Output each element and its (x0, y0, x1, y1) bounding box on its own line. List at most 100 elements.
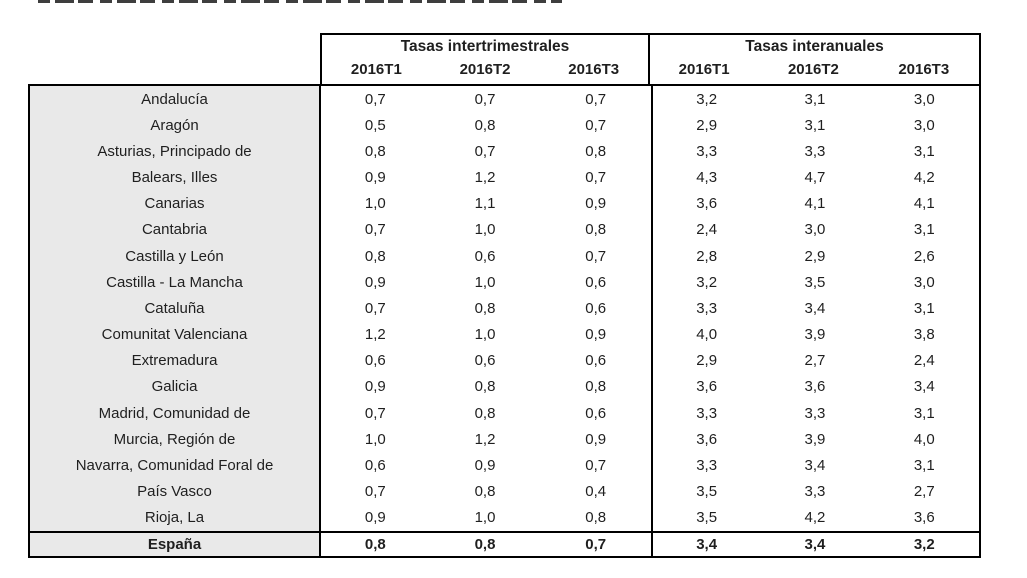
value-cell: 2,4 (650, 216, 760, 244)
value-cell: 4,0 (650, 321, 760, 348)
value-cell: 3,0 (913, 90, 935, 108)
value-cell: 4,3 (650, 164, 760, 191)
region-name-cell: Murcia, Región de (30, 426, 319, 453)
region-name-cell: País Vasco (30, 478, 319, 505)
quarter-header-row: 2016T1 2016T2 2016T3 2016T1 2016T2 2016T3 (322, 59, 979, 84)
value-cell: 0,6 (474, 247, 496, 265)
total-value-cell: 3,4 (804, 536, 826, 553)
value-cell: 3,2 (650, 269, 760, 296)
quarter-header-cell: 2016T3 (568, 60, 620, 78)
table-row: Extremadura 0,6 0,6 0,6 2,9 2,7 2,4 (30, 347, 979, 374)
total-region-name-cell: España (30, 533, 319, 556)
quarter-header-cell: 2016T1 (350, 60, 402, 78)
table-row: Castilla y León 0,8 0,6 0,7 2,8 2,9 2,6 (30, 243, 979, 270)
region-name-cell: Galicia (30, 373, 319, 401)
value-cell: 0,6 (319, 347, 430, 374)
value-cell: 0,6 (474, 352, 496, 370)
region-name-cell: Cataluña (30, 295, 319, 322)
value-cell: 3,3 (650, 138, 760, 165)
table-row: Comunitat Valenciana 1,2 1,0 0,9 4,0 3,9 3,8 (30, 321, 979, 348)
value-cell: 0,9 (319, 164, 430, 191)
table-row: Galicia 0,9 0,8 0,8 3,6 3,6 3,4 (30, 373, 979, 401)
table-row: País Vasco 0,7 0,8 0,4 3,5 3,3 2,7 (30, 478, 979, 505)
value-cell: 3,1 (804, 116, 826, 134)
group-header-row: Tasas intertrimestrales Tasas interanual… (322, 35, 979, 60)
table-header: Tasas intertrimestrales Tasas interanual… (320, 33, 981, 86)
group-header-tasas-interanuales: Tasas interanuales (648, 35, 979, 60)
value-cell: 0,7 (319, 478, 430, 505)
value-cell: 0,7 (319, 216, 430, 244)
value-cell: 3,1 (913, 221, 935, 239)
value-cell: 0,7 (585, 90, 607, 108)
value-cell: 3,5 (650, 504, 760, 531)
value-cell: 0,9 (319, 504, 430, 531)
value-cell: 0,9 (319, 373, 430, 401)
value-cell: 2,4 (913, 352, 935, 370)
value-cell: 0,5 (319, 112, 430, 139)
value-cell: 0,8 (585, 378, 607, 396)
value-cell: 0,8 (319, 138, 430, 165)
value-cell: 2,7 (913, 483, 935, 501)
value-cell: 3,8 (913, 326, 935, 344)
value-cell: 3,0 (804, 221, 826, 239)
table-row: Balears, Illes 0,9 1,2 0,7 4,3 4,7 4,2 (30, 164, 979, 191)
value-cell: 0,7 (585, 456, 607, 474)
value-cell: 3,4 (804, 456, 826, 474)
value-cell: 0,9 (474, 456, 496, 474)
table-row: Cataluña 0,7 0,8 0,6 3,3 3,4 3,1 (30, 295, 979, 322)
value-cell: 3,9 (804, 430, 826, 448)
value-cell: 0,9 (319, 269, 430, 296)
table-body: Andalucía 0,7 0,7 0,7 3,2 3,1 3,0 Aragón 0,5 0,8 0… (28, 84, 981, 533)
value-cell: 3,3 (650, 400, 760, 427)
value-cell: 0,8 (474, 404, 496, 422)
value-cell: 3,4 (804, 299, 826, 317)
region-name-cell: Castilla y León (30, 243, 319, 270)
total-value-cell: 0,8 (319, 533, 430, 556)
table-row: Cantabria 0,7 1,0 0,8 2,4 3,0 3,1 (30, 216, 979, 244)
table-row: Murcia, Región de 1,0 1,2 0,9 3,6 3,9 4,0 (30, 426, 979, 453)
value-cell: 3,1 (913, 456, 935, 474)
value-cell: 3,6 (913, 509, 935, 527)
table-row: Aragón 0,5 0,8 0,7 2,9 3,1 3,0 (30, 112, 979, 139)
total-value-cell: 3,2 (913, 536, 935, 553)
quarter-header-cell: 2016T1 (647, 59, 758, 84)
table-row: Navarra, Comunidad Foral de 0,6 0,9 0,7 3,3 3… (30, 452, 979, 479)
value-cell: 0,9 (585, 326, 607, 344)
value-cell: 1,2 (474, 430, 496, 448)
region-name-cell: Extremadura (30, 347, 319, 374)
value-cell: 3,3 (650, 295, 760, 322)
value-cell: 3,3 (804, 483, 826, 501)
value-cell: 0,6 (585, 404, 607, 422)
value-cell: 3,0 (913, 273, 935, 291)
quarter-header-cell: 2016T3 (898, 60, 950, 78)
table-row: Castilla - La Mancha 0,9 1,0 0,6 3,2 3,5 3,0 (30, 269, 979, 296)
region-name-cell: Cantabria (30, 216, 319, 244)
value-cell: 1,2 (474, 169, 496, 187)
total-value-cell: 0,8 (474, 536, 496, 553)
value-cell: 0,8 (474, 378, 496, 396)
value-cell: 3,1 (804, 90, 826, 108)
region-name-cell: Navarra, Comunidad Foral de (30, 452, 319, 479)
value-cell: 0,7 (319, 86, 430, 113)
value-cell: 3,6 (650, 373, 760, 401)
value-cell: 2,6 (913, 247, 935, 265)
value-cell: 3,5 (650, 478, 760, 505)
value-cell: 1,0 (474, 509, 496, 527)
table-row: Canarias 1,0 1,1 0,9 3,6 4,1 4,1 (30, 190, 979, 217)
value-cell: 3,3 (804, 404, 826, 422)
value-cell: 1,0 (474, 326, 496, 344)
region-name-cell: Madrid, Comunidad de (30, 400, 319, 427)
value-cell: 3,2 (650, 86, 760, 113)
region-name-cell: Aragón (30, 112, 319, 139)
value-cell: 3,1 (913, 404, 935, 422)
value-cell: 1,0 (474, 273, 496, 291)
value-cell: 2,9 (650, 347, 760, 374)
value-cell: 2,9 (804, 247, 826, 265)
value-cell: 1,0 (319, 426, 430, 453)
value-cell: 4,2 (913, 169, 935, 187)
clipped-title-fragment (38, 0, 562, 3)
value-cell: 4,0 (913, 430, 935, 448)
value-cell: 1,0 (474, 221, 496, 239)
value-cell: 3,3 (804, 142, 826, 160)
